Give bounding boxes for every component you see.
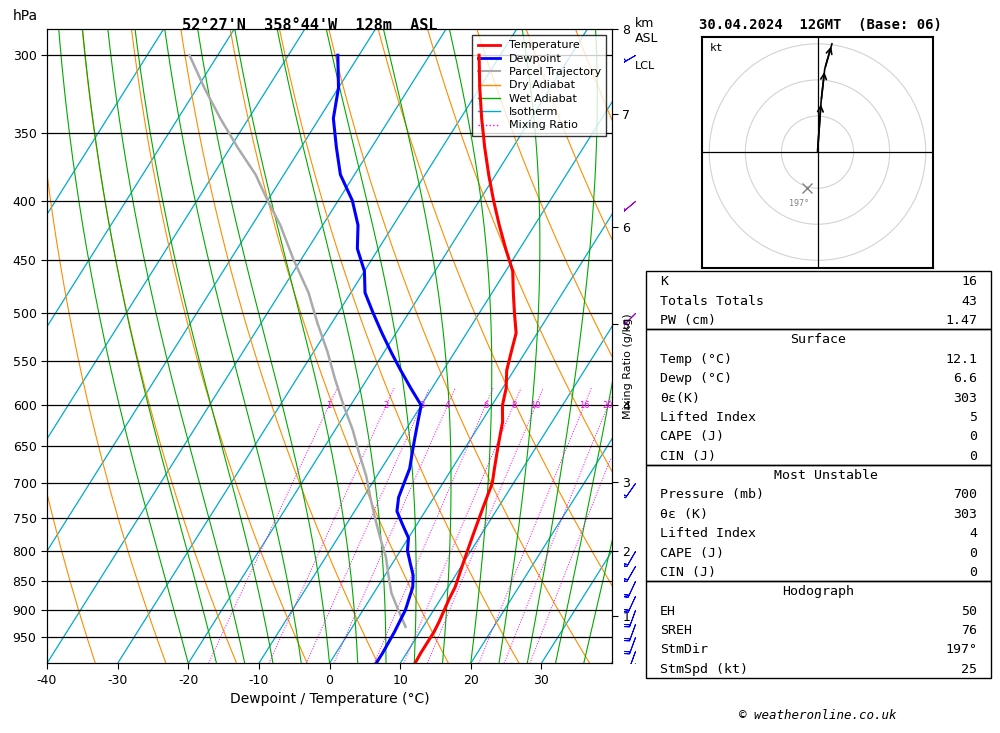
Text: Mixing Ratio (g/kg): Mixing Ratio (g/kg) bbox=[623, 314, 633, 419]
Text: 2: 2 bbox=[384, 401, 389, 410]
Bar bbox=[646, 581, 991, 678]
Text: CIN (J): CIN (J) bbox=[660, 566, 716, 579]
Text: Most Unstable: Most Unstable bbox=[759, 469, 879, 482]
Text: K: K bbox=[660, 276, 668, 288]
Text: 700: 700 bbox=[953, 488, 977, 501]
Text: Surface: Surface bbox=[790, 334, 846, 347]
Text: Temp (°C): Temp (°C) bbox=[660, 353, 732, 366]
Text: 76: 76 bbox=[961, 624, 977, 637]
Text: 4: 4 bbox=[445, 401, 450, 410]
Bar bbox=[646, 465, 991, 581]
Text: 12.1: 12.1 bbox=[945, 353, 977, 366]
Text: 5: 5 bbox=[969, 411, 977, 424]
Text: 197°: 197° bbox=[945, 644, 977, 657]
Text: km
ASL: km ASL bbox=[635, 17, 658, 45]
Text: hPa: hPa bbox=[13, 9, 38, 23]
Text: 0: 0 bbox=[969, 450, 977, 463]
Text: 1.47: 1.47 bbox=[945, 314, 977, 327]
Text: θε (K): θε (K) bbox=[660, 508, 708, 521]
Text: 8: 8 bbox=[511, 401, 516, 410]
Text: 43: 43 bbox=[961, 295, 977, 308]
Text: 0: 0 bbox=[969, 430, 977, 443]
X-axis label: Dewpoint / Temperature (°C): Dewpoint / Temperature (°C) bbox=[230, 693, 429, 707]
Text: © weatheronline.co.uk: © weatheronline.co.uk bbox=[739, 709, 897, 722]
Text: 0: 0 bbox=[969, 566, 977, 579]
Text: SREH: SREH bbox=[660, 624, 692, 637]
Text: CIN (J): CIN (J) bbox=[660, 450, 716, 463]
Text: 4: 4 bbox=[969, 527, 977, 540]
Bar bbox=[646, 329, 991, 465]
Text: 6: 6 bbox=[483, 401, 488, 410]
Text: kt: kt bbox=[709, 43, 723, 53]
Text: 30.04.2024  12GMT  (Base: 06): 30.04.2024 12GMT (Base: 06) bbox=[699, 18, 941, 32]
Text: 10: 10 bbox=[531, 401, 541, 410]
Bar bbox=[646, 271, 991, 329]
Text: Totals Totals: Totals Totals bbox=[660, 295, 764, 308]
Text: CAPE (J): CAPE (J) bbox=[660, 547, 724, 559]
Text: StmDir: StmDir bbox=[660, 644, 708, 657]
Text: 16: 16 bbox=[961, 276, 977, 288]
Text: 16: 16 bbox=[579, 401, 590, 410]
Text: 303: 303 bbox=[953, 508, 977, 521]
Text: 197°: 197° bbox=[789, 199, 809, 208]
Text: LCL: LCL bbox=[635, 61, 655, 71]
Text: 0: 0 bbox=[969, 547, 977, 559]
Text: 50: 50 bbox=[961, 605, 977, 618]
Text: 3: 3 bbox=[419, 401, 424, 410]
Text: Pressure (mb): Pressure (mb) bbox=[660, 488, 764, 501]
Text: 20: 20 bbox=[603, 401, 613, 410]
Text: PW (cm): PW (cm) bbox=[660, 314, 716, 327]
Text: 25: 25 bbox=[961, 663, 977, 676]
Text: Lifted Index: Lifted Index bbox=[660, 527, 756, 540]
Text: 1: 1 bbox=[326, 401, 332, 410]
Legend: Temperature, Dewpoint, Parcel Trajectory, Dry Adiabat, Wet Adiabat, Isotherm, Mi: Temperature, Dewpoint, Parcel Trajectory… bbox=[472, 35, 606, 136]
Text: StmSpd (kt): StmSpd (kt) bbox=[660, 663, 748, 676]
Text: 52°27'N  358°44'W  128m  ASL: 52°27'N 358°44'W 128m ASL bbox=[182, 18, 438, 33]
Text: θε(K): θε(K) bbox=[660, 391, 700, 405]
Text: Dewp (°C): Dewp (°C) bbox=[660, 372, 732, 386]
Text: 303: 303 bbox=[953, 391, 977, 405]
Text: Lifted Index: Lifted Index bbox=[660, 411, 756, 424]
Text: 6.6: 6.6 bbox=[953, 372, 977, 386]
Text: CAPE (J): CAPE (J) bbox=[660, 430, 724, 443]
Text: EH: EH bbox=[660, 605, 676, 618]
Text: Hodograph: Hodograph bbox=[782, 586, 854, 598]
